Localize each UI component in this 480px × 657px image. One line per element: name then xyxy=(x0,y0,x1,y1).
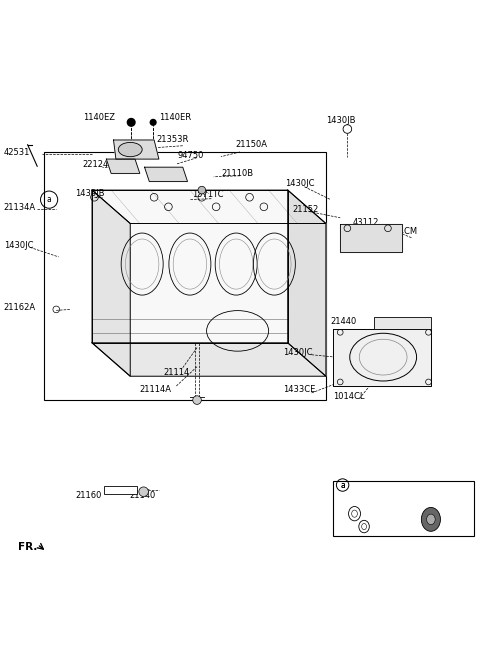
Polygon shape xyxy=(333,328,431,386)
Ellipse shape xyxy=(421,507,441,532)
Text: a: a xyxy=(47,195,51,204)
Polygon shape xyxy=(107,159,140,173)
Text: FR.: FR. xyxy=(18,542,37,552)
Circle shape xyxy=(198,187,205,194)
Text: 1751GI: 1751GI xyxy=(343,497,372,507)
Bar xyxy=(44,152,326,400)
Ellipse shape xyxy=(118,143,142,157)
Text: 21133: 21133 xyxy=(337,489,362,497)
Text: 43112: 43112 xyxy=(352,217,379,227)
Bar xyxy=(373,317,431,328)
Text: 1430JC: 1430JC xyxy=(285,179,315,189)
Polygon shape xyxy=(92,190,326,223)
Text: 1140EZ: 1140EZ xyxy=(84,113,116,122)
Text: 1430JC: 1430JC xyxy=(4,241,33,250)
Text: 21134A: 21134A xyxy=(4,203,36,212)
Text: 21314A: 21314A xyxy=(399,497,430,506)
Circle shape xyxy=(150,120,156,125)
Polygon shape xyxy=(92,190,288,343)
Text: 1430JB: 1430JB xyxy=(326,116,355,125)
Text: 1014CL: 1014CL xyxy=(333,392,364,401)
Ellipse shape xyxy=(427,514,435,525)
Text: 21443: 21443 xyxy=(383,328,409,338)
Text: 1014CM: 1014CM xyxy=(383,227,417,236)
Circle shape xyxy=(139,487,148,497)
Text: 21162A: 21162A xyxy=(4,304,36,313)
Text: 1433CE: 1433CE xyxy=(283,385,315,394)
Text: 21160: 21160 xyxy=(75,491,102,499)
Text: 24126: 24126 xyxy=(154,169,180,178)
Text: 21152: 21152 xyxy=(292,205,319,214)
Text: 1430JC: 1430JC xyxy=(283,348,312,357)
Text: 21140: 21140 xyxy=(129,491,156,499)
Circle shape xyxy=(127,118,135,126)
Text: (ALT.): (ALT.) xyxy=(397,487,419,497)
Polygon shape xyxy=(114,140,159,159)
Text: 1430JB: 1430JB xyxy=(75,189,105,198)
Polygon shape xyxy=(92,343,326,376)
Text: 21114A: 21114A xyxy=(140,384,172,394)
Bar xyxy=(104,486,137,494)
Text: 94750: 94750 xyxy=(178,151,204,160)
Text: 22124B: 22124B xyxy=(83,160,115,170)
Text: 21150A: 21150A xyxy=(235,140,267,149)
Text: 42531: 42531 xyxy=(4,148,30,158)
Polygon shape xyxy=(92,190,130,376)
Bar xyxy=(4,95,476,486)
Text: a: a xyxy=(340,480,345,489)
Text: 21114: 21114 xyxy=(164,368,190,377)
Text: 1140ER: 1140ER xyxy=(159,113,191,122)
Polygon shape xyxy=(288,190,326,376)
Text: 1571TC: 1571TC xyxy=(192,191,224,199)
Text: 21440: 21440 xyxy=(331,317,357,326)
Text: 21353R: 21353R xyxy=(156,135,189,143)
Text: a: a xyxy=(340,480,345,489)
Bar xyxy=(333,481,474,536)
Text: 21110B: 21110B xyxy=(221,169,253,178)
Polygon shape xyxy=(144,167,188,181)
Polygon shape xyxy=(340,223,402,252)
Circle shape xyxy=(193,396,201,404)
